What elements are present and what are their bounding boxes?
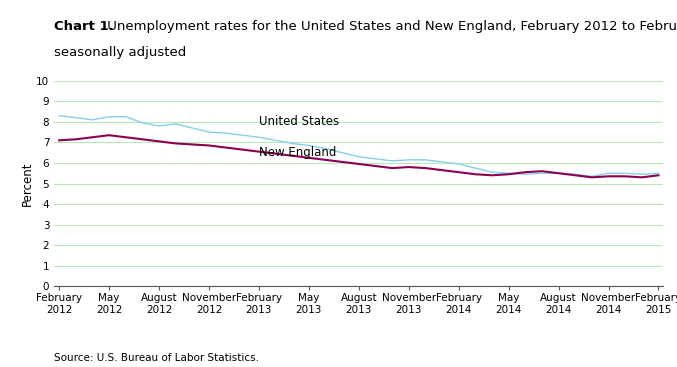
Text: United States: United States bbox=[259, 115, 339, 128]
Y-axis label: Percent: Percent bbox=[20, 161, 33, 206]
Text: seasonally adjusted: seasonally adjusted bbox=[54, 46, 186, 59]
Text: Source: U.S. Bureau of Labor Statistics.: Source: U.S. Bureau of Labor Statistics. bbox=[54, 353, 259, 363]
Text: Unemployment rates for the United States and New England, February 2012 to Febru: Unemployment rates for the United States… bbox=[103, 20, 677, 33]
Text: New England: New England bbox=[259, 146, 336, 159]
Text: Chart 1.: Chart 1. bbox=[54, 20, 114, 33]
